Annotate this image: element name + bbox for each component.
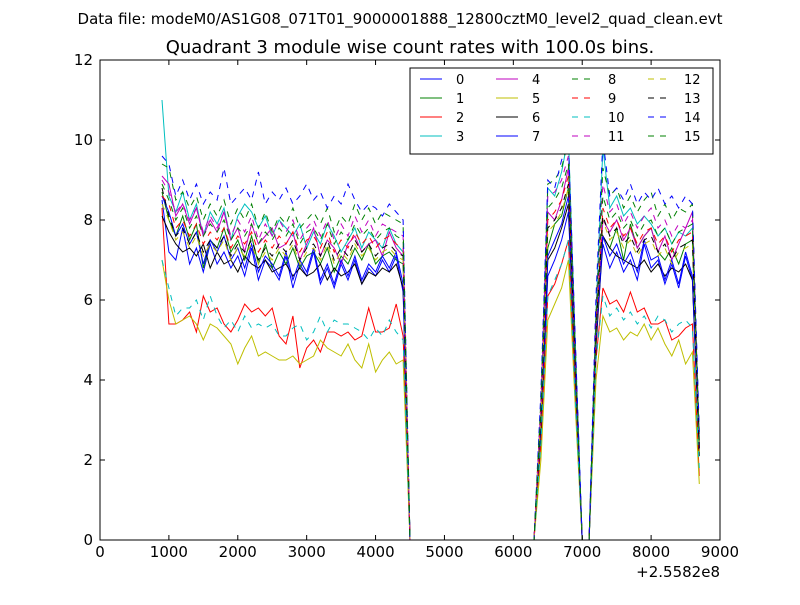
- x-tick-label: 0: [95, 543, 105, 561]
- x-tick-label: 6000: [494, 543, 532, 561]
- chart-suptitle: Data file: modeM0/AS1G08_071T01_90000018…: [78, 10, 723, 29]
- legend-label-7: 7: [532, 130, 540, 145]
- y-tick-label: 6: [83, 291, 93, 309]
- legend-label-6: 6: [532, 111, 540, 126]
- x-tick-label: 2000: [219, 543, 257, 561]
- series-line-9: [161, 175, 700, 541]
- x-tick-label: 1000: [150, 543, 188, 561]
- legend-label-0: 0: [456, 73, 464, 88]
- legend-label-2: 2: [456, 111, 464, 126]
- y-tick-label: 12: [74, 51, 93, 69]
- x-tick-label: 8000: [632, 543, 670, 561]
- series-line-3: [161, 99, 700, 541]
- y-tick-label: 4: [83, 371, 93, 389]
- series-layer: [161, 99, 700, 541]
- series-line-7: [161, 195, 700, 541]
- x-offset-label: +2.5582e8: [636, 563, 720, 581]
- x-tick-label: 5000: [425, 543, 463, 561]
- chart-title: Quadrant 3 module wise count rates with …: [166, 37, 655, 58]
- x-tick-label: 9000: [701, 543, 739, 561]
- series-line-5: [161, 259, 700, 541]
- series-line-15: [161, 163, 700, 541]
- series-line-0: [161, 199, 700, 541]
- legend-label-9: 9: [608, 92, 616, 107]
- series-line-13: [161, 183, 700, 541]
- x-tick-label: 4000: [356, 543, 394, 561]
- series-line-6: [161, 203, 700, 541]
- legend-box: [409, 67, 714, 155]
- x-tick-label: 3000: [288, 543, 326, 561]
- legend-label-14: 14: [684, 111, 701, 126]
- x-tick-label: 7000: [563, 543, 601, 561]
- legend-label-8: 8: [608, 73, 616, 88]
- legend-label-13: 13: [684, 92, 701, 107]
- legend-label-12: 12: [684, 73, 701, 88]
- series-line-10: [161, 239, 700, 541]
- series-line-2: [161, 207, 700, 541]
- legend-label-1: 1: [456, 92, 464, 107]
- y-tick-label: 10: [74, 131, 93, 149]
- y-tick-label: 2: [83, 451, 93, 469]
- legend-label-3: 3: [456, 130, 464, 145]
- y-tick-label: 8: [83, 211, 93, 229]
- legend-label-10: 10: [608, 111, 625, 126]
- legend-label-15: 15: [684, 130, 701, 145]
- series-line-8: [161, 139, 700, 541]
- series-line-11: [161, 155, 700, 541]
- axis-ticks: 0 1000 2000 3000 4000 5000 6000 7000 8000 9000 0 2 4…: [74, 51, 739, 561]
- series-line-12: [161, 187, 700, 541]
- legend-label-4: 4: [532, 73, 540, 88]
- legend-label-11: 11: [608, 130, 625, 145]
- legend-label-5: 5: [532, 92, 540, 107]
- y-tick-label: 0: [83, 531, 93, 549]
